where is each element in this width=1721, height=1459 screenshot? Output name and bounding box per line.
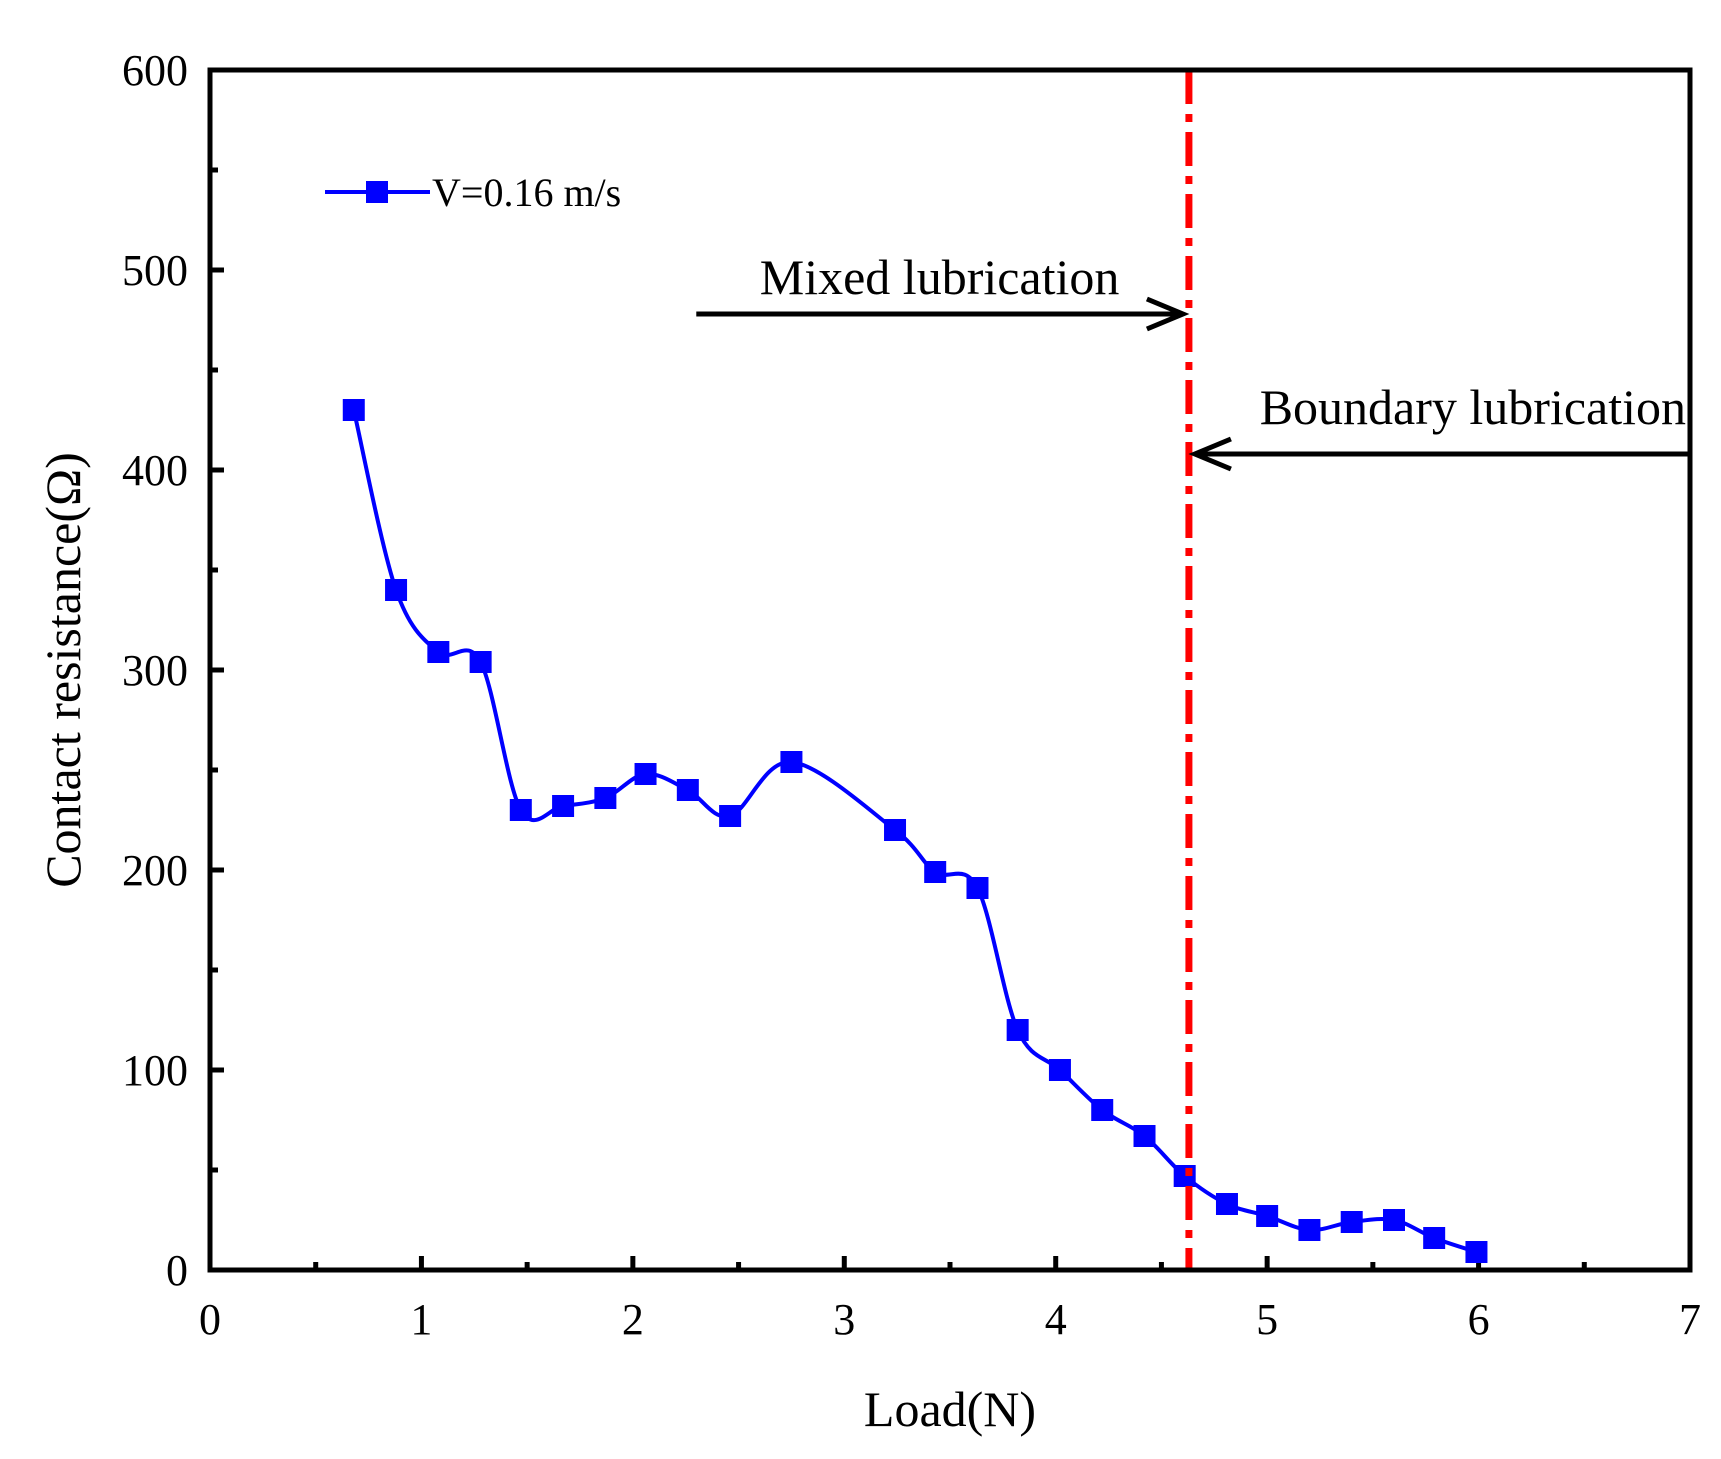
data-point (719, 805, 742, 827)
x-tick-label: 1 (410, 1295, 432, 1344)
data-point (780, 751, 803, 773)
data-point (1133, 1125, 1156, 1147)
data-point (1256, 1205, 1279, 1227)
annotations: Mixed lubrication Boundary lubrication (696, 249, 1690, 472)
data-point (634, 763, 657, 785)
y-tick-label: 100 (122, 1046, 188, 1095)
data-point (342, 399, 365, 421)
annotation-mixed-arrow (696, 296, 1190, 332)
data-point (1215, 1193, 1238, 1215)
legend-marker (366, 181, 388, 203)
x-tick-label: 5 (1256, 1295, 1278, 1344)
data-point (924, 861, 947, 883)
x-tick-label: 4 (1045, 1295, 1067, 1344)
data-point (1048, 1059, 1071, 1081)
legend: V=0.16 m/s (325, 170, 621, 215)
y-tick-label: 300 (122, 646, 188, 695)
data-point (1465, 1241, 1488, 1263)
data-point (385, 579, 408, 601)
series-layer (342, 399, 1488, 1263)
data-point (1423, 1227, 1446, 1249)
data-point (966, 877, 989, 899)
data-point (552, 795, 575, 817)
data-point (509, 799, 532, 821)
x-tick-label: 7 (1679, 1295, 1701, 1344)
x-tick-label: 6 (1468, 1295, 1490, 1344)
y-tick-label: 400 (122, 446, 188, 495)
data-point (884, 819, 907, 841)
x-tick-label: 2 (622, 1295, 644, 1344)
x-axis-title: Load(N) (864, 1381, 1036, 1437)
y-tick-label: 200 (122, 846, 188, 895)
y-axis-title: Contact resistance(Ω) (35, 452, 91, 888)
data-point (1091, 1099, 1114, 1121)
data-point (1383, 1209, 1405, 1231)
annotation-boundary-arrow (1188, 436, 1690, 472)
annotation-mixed-lubrication: Mixed lubrication (760, 249, 1120, 305)
y-tick-label: 600 (122, 46, 188, 95)
data-point (1006, 1019, 1029, 1041)
data-point (427, 641, 450, 663)
data-point (1340, 1211, 1363, 1233)
x-tick-label: 3 (833, 1295, 855, 1344)
y-tick-label: 500 (122, 246, 188, 295)
data-point (469, 651, 492, 673)
data-point (594, 787, 617, 809)
series-line (351, 409, 1478, 1254)
y-tick-label: 0 (166, 1246, 188, 1295)
legend-label: V=0.16 m/s (432, 170, 621, 215)
data-point (1298, 1219, 1321, 1241)
annotation-boundary-lubrication: Boundary lubrication (1260, 379, 1686, 435)
y-axis-tick-labels: 0 100 200 300 400 500 600 (122, 46, 188, 1295)
x-tick-label: 0 (199, 1295, 221, 1344)
plot-frame (207, 67, 1693, 1273)
x-axis-tick-labels: 0 1 2 3 4 5 6 7 (199, 1295, 1701, 1344)
data-point (676, 779, 699, 801)
